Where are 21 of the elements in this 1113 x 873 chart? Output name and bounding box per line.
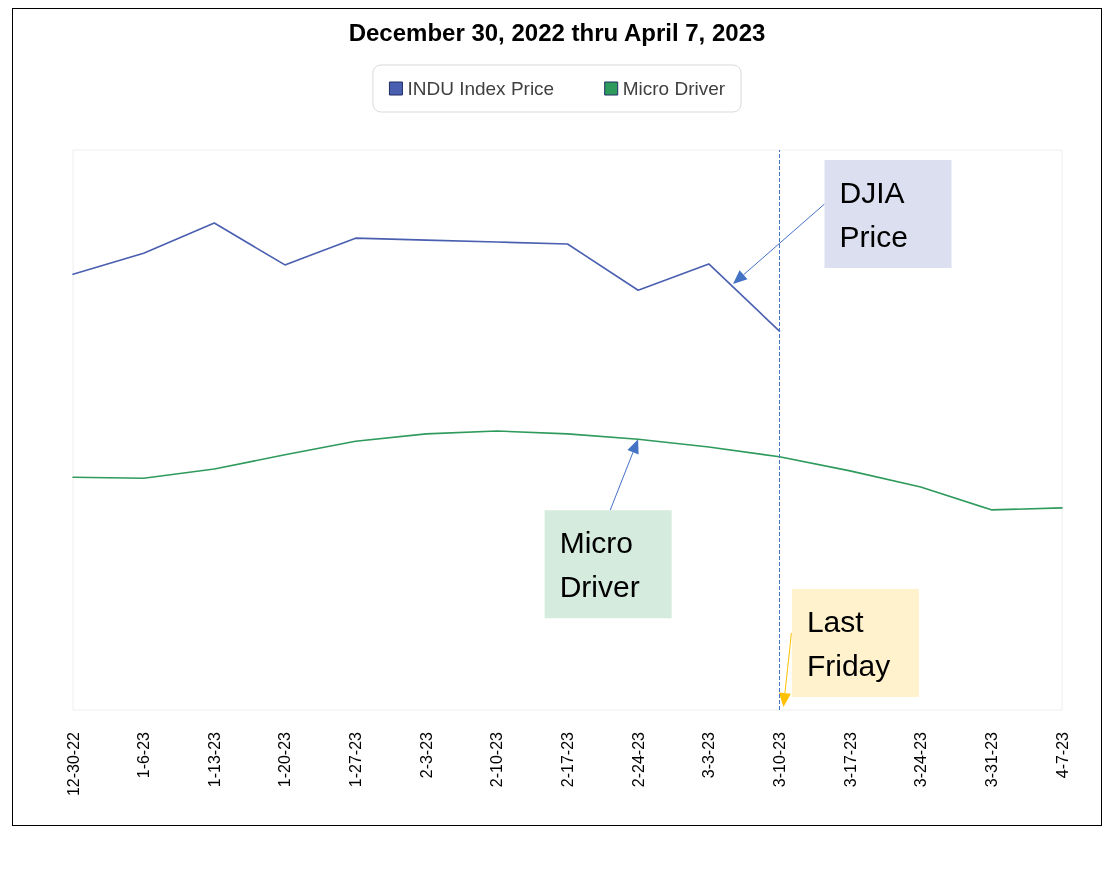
x-tick-label: 1-27-23 — [347, 731, 365, 788]
x-tick-label: 1-20-23 — [276, 731, 294, 788]
chart-title: December 30, 2022 thru April 7, 2023 — [348, 18, 766, 46]
legend-label: Micro Driver — [622, 78, 726, 99]
x-tick-label: 2-17-23 — [559, 731, 576, 788]
annotation: Micro Driver — [559, 525, 642, 603]
x-tick-label: 1-6-23 — [135, 731, 153, 779]
x-tick-label: 2-10-23 — [488, 731, 506, 788]
annotation: DJIA Price — [839, 175, 912, 253]
x-tick-label: 4-7-23 — [1053, 731, 1071, 779]
ref-line-label: Last Friday — [806, 604, 891, 682]
x-tick-label: 3-17-23 — [841, 731, 859, 788]
x-tick-label: 3-10-23 — [770, 731, 788, 788]
x-tick-label: 12-30-22 — [64, 731, 82, 797]
x-tick-label: 1-13-23 — [205, 731, 223, 788]
x-tick-label: 2-3-23 — [417, 731, 435, 779]
x-tick-label: 2-24-23 — [629, 731, 647, 788]
x-tick-label: 3-3-23 — [700, 731, 718, 779]
x-tick-label: 3-24-23 — [912, 731, 930, 788]
x-tick-label: 3-31-23 — [982, 731, 1000, 788]
legend-label: INDU Index Price — [407, 78, 555, 99]
